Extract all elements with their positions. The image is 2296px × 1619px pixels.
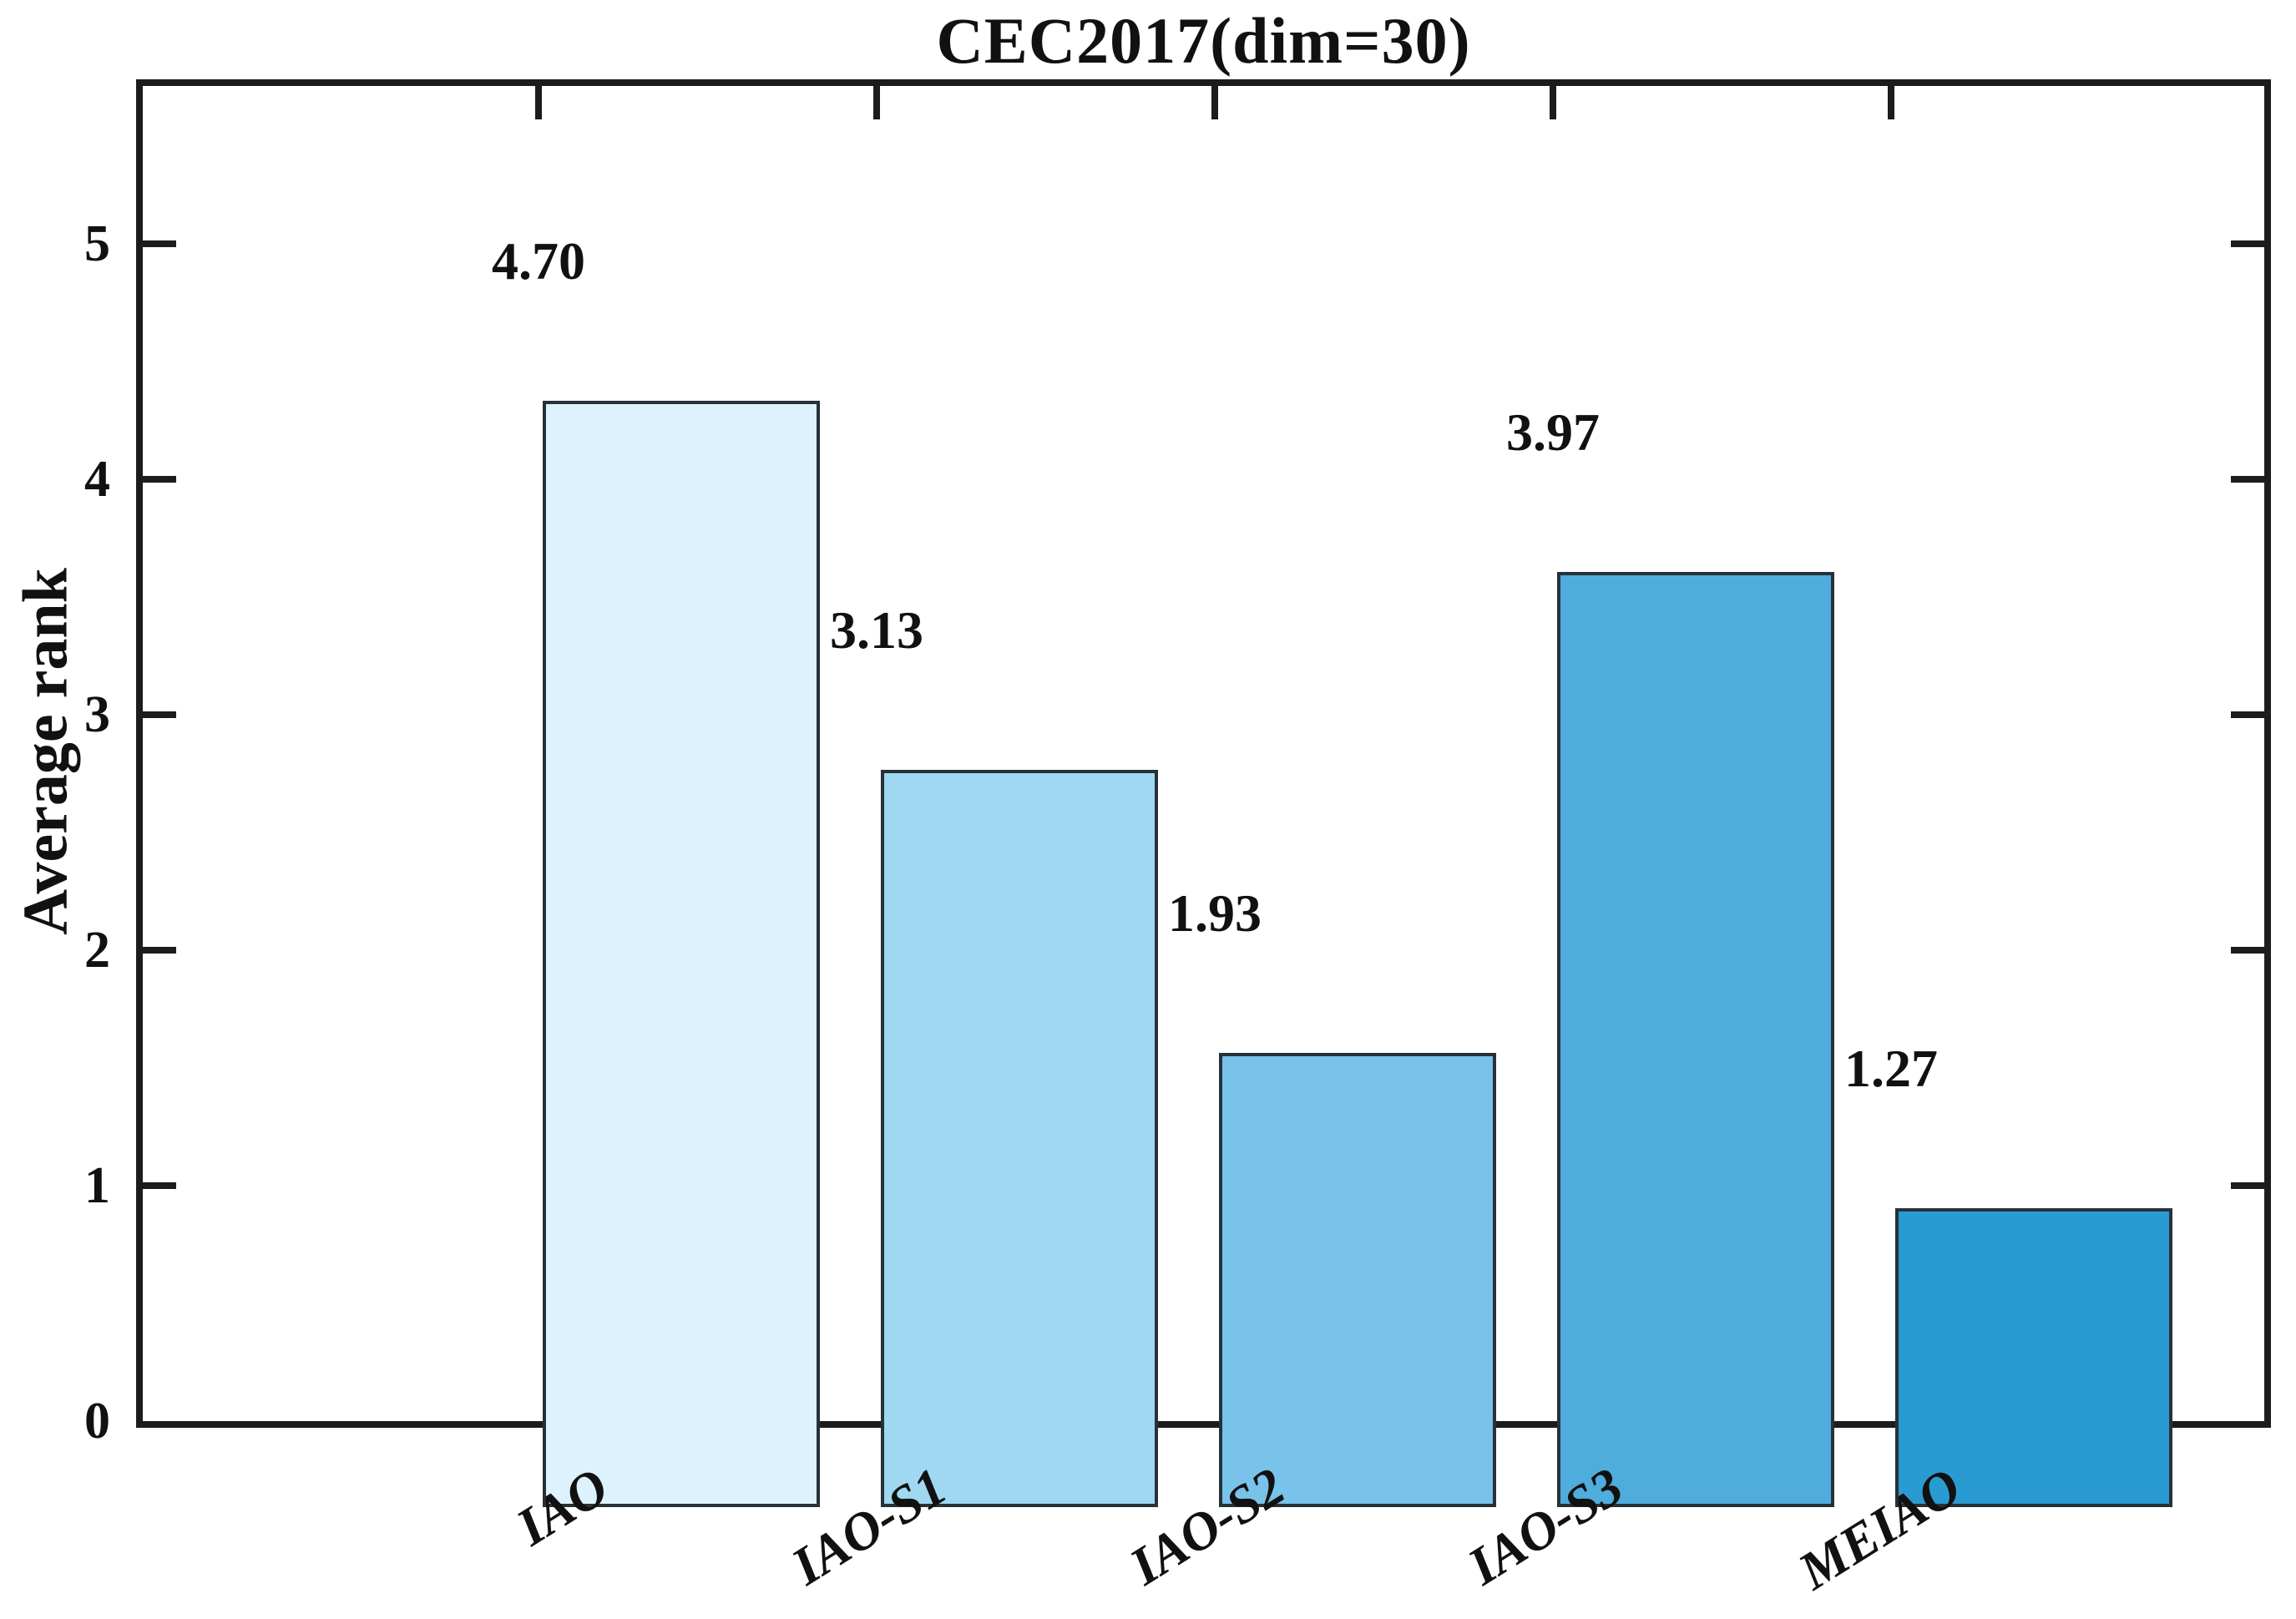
plot-inner-area — [286, 172, 2296, 1507]
bar — [543, 400, 820, 1507]
y-tick-mark-right — [2231, 711, 2264, 718]
y-axis-label: Average rank — [10, 568, 81, 935]
plot-area — [136, 79, 2271, 1507]
bar — [1557, 572, 1834, 1507]
y-tick-mark-right — [2231, 240, 2264, 247]
x-tick-mark-top — [873, 86, 880, 119]
y-tick-mark — [143, 1182, 176, 1189]
bar — [1219, 1052, 1496, 1507]
y-tick-label: 3 — [84, 686, 110, 743]
x-tick-mark-top — [1211, 86, 1218, 119]
bar-value-label: 4.70 — [492, 230, 585, 291]
y-tick-label: 2 — [84, 922, 110, 979]
y-tick-mark — [143, 947, 176, 954]
y-tick-mark — [143, 711, 176, 718]
bar-value-label: 1.27 — [1844, 1038, 1938, 1098]
y-tick-mark-right — [2231, 476, 2264, 483]
x-tick-mark-top — [1550, 86, 1556, 119]
bar-value-label: 3.97 — [1506, 402, 1600, 463]
x-tick-mark-top — [535, 86, 542, 119]
y-tick-mark — [143, 476, 176, 483]
y-tick-label: 4 — [84, 451, 110, 508]
y-tick-mark — [143, 240, 176, 247]
bar — [1895, 1207, 2172, 1507]
y-tick-mark-right — [2231, 947, 2264, 954]
y-tick-label: 1 — [84, 1157, 110, 1214]
y-tick-label: 0 — [84, 1393, 110, 1450]
bar — [881, 770, 1158, 1507]
chart-title: CEC2017(dim=30) — [936, 4, 1471, 77]
x-tick-mark-top — [1888, 86, 1894, 119]
y-tick-mark-right — [2231, 1182, 2264, 1189]
y-tick-label: 5 — [84, 215, 110, 272]
bar-value-label: 1.93 — [1168, 883, 1262, 943]
bar-value-label: 3.13 — [830, 600, 923, 660]
